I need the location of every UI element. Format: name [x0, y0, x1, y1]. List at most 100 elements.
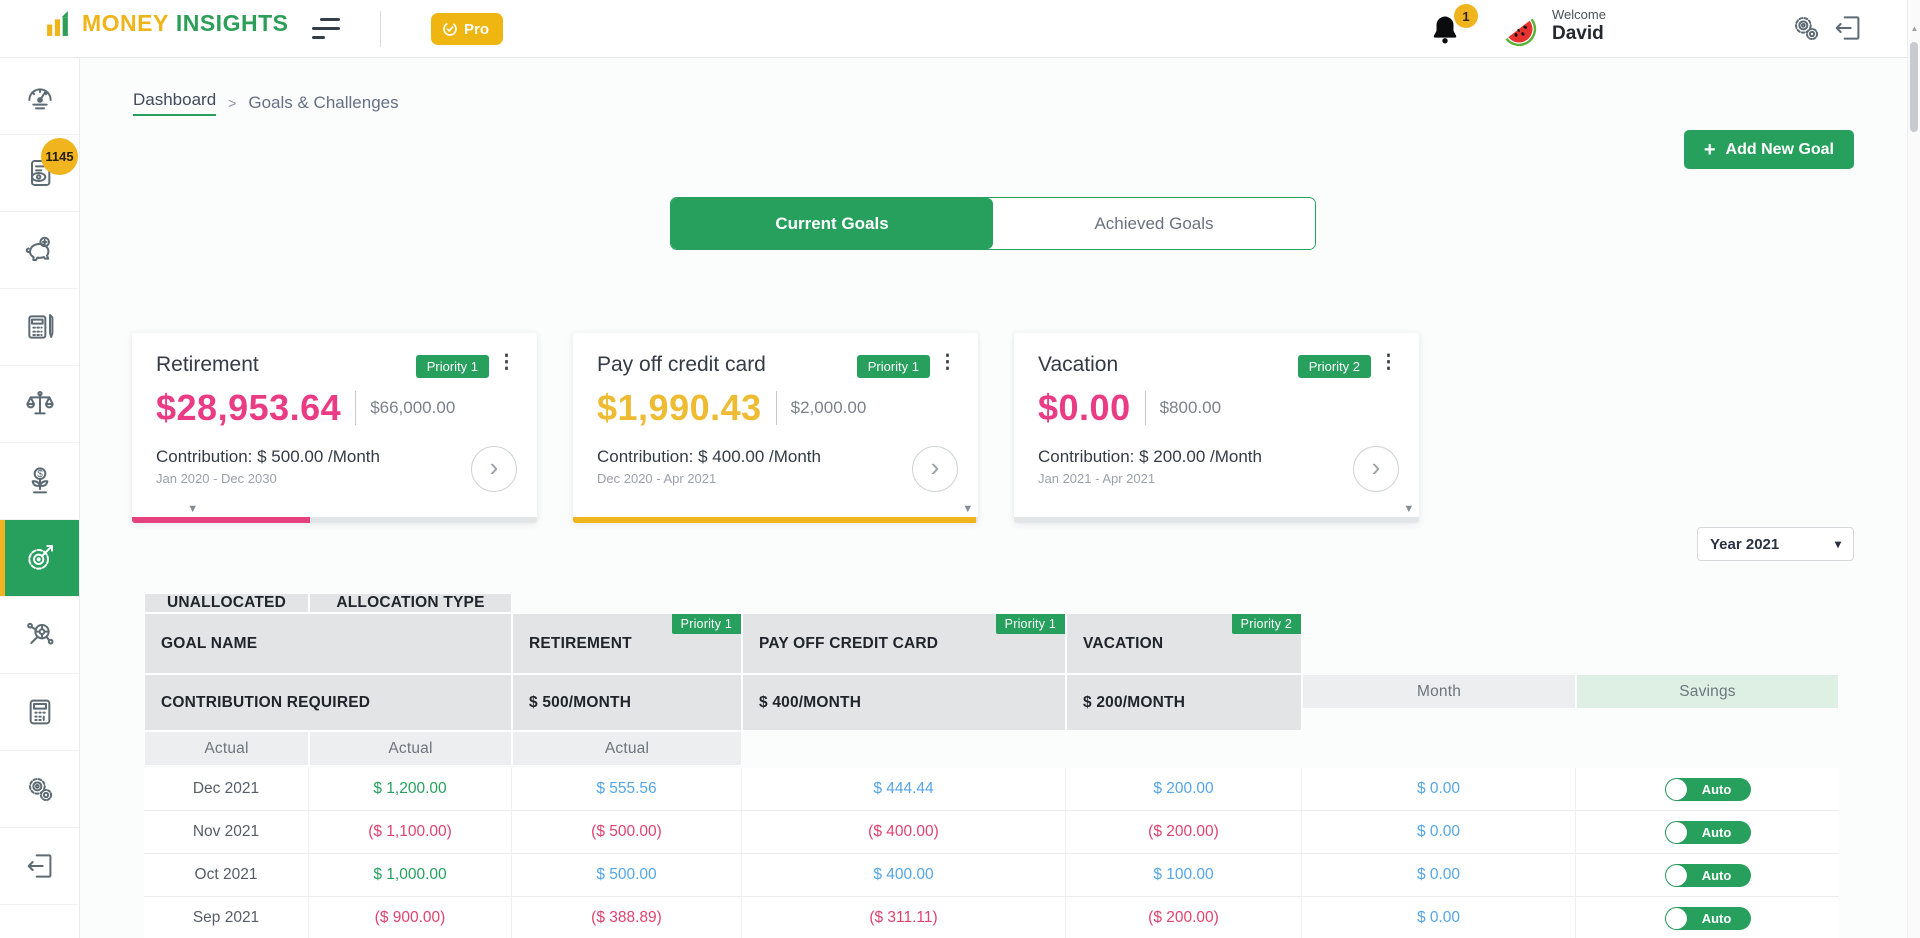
- pro-label: Pro: [464, 20, 490, 38]
- cell-vacation-actual: ($ 200.00): [1066, 811, 1302, 854]
- sidebar-item-savings[interactable]: [0, 212, 79, 289]
- sidebar-item-settings[interactable]: [0, 751, 79, 828]
- cell-vacation-actual: ($ 200.00): [1066, 897, 1302, 938]
- notification-badge: 1: [1454, 4, 1478, 28]
- cell-vacation-actual: $ 100.00: [1066, 854, 1302, 897]
- sidebar-item-balance[interactable]: [0, 366, 79, 443]
- scroll-up-arrow-icon[interactable]: ▲: [1910, 24, 1919, 33]
- cell-month: Dec 2021: [144, 768, 309, 811]
- pro-plan-badge[interactable]: Pro: [431, 13, 504, 45]
- th-unallocated: UNALLOCATED: [144, 593, 309, 613]
- tab-current-goals[interactable]: Current Goals: [671, 198, 993, 249]
- sidebar-item-goals[interactable]: [0, 520, 79, 597]
- budget-calculator-icon: [27, 314, 53, 339]
- goal-detail-button[interactable]: ›: [471, 446, 517, 492]
- cell-allocation-type: Auto: [1576, 811, 1839, 854]
- kebab-menu-icon[interactable]: ⋮: [1379, 352, 1398, 373]
- goal-amount: $1,990.43: [597, 387, 762, 428]
- breadcrumb: Dashboard > Goals & Challenges: [133, 90, 1854, 116]
- amount-divider: [355, 391, 357, 425]
- th-month: Month: [1302, 674, 1576, 709]
- amount-divider: [1144, 391, 1146, 425]
- toggle-label: Auto: [1701, 910, 1732, 926]
- logout-icon: [1835, 16, 1860, 40]
- cell-retirement-actual: $ 500.00: [512, 854, 742, 897]
- main-content: Dashboard > Goals & Challenges + Add New…: [80, 58, 1906, 938]
- goals-tabs: Current Goals Achieved Goals: [670, 197, 1316, 250]
- settings-button[interactable]: [1790, 12, 1824, 46]
- cell-month: Oct 2021: [144, 854, 309, 897]
- toggle-label: Auto: [1701, 867, 1732, 883]
- brand-logo[interactable]: MONEY INSIGHTS: [45, 10, 288, 37]
- year-filter-select[interactable]: Year 2021 ▾: [1697, 527, 1854, 561]
- piggy-bank-icon: [25, 236, 50, 261]
- sidebar-item-logout[interactable]: [0, 828, 79, 905]
- sidebar-item-calculator[interactable]: [0, 674, 79, 751]
- toggle-knob: [1665, 864, 1687, 886]
- goal-detail-button[interactable]: ›: [912, 446, 958, 492]
- breadcrumb-separator: >: [228, 95, 237, 111]
- goal-progress-bar: [132, 517, 537, 523]
- progress-marker-icon: ▼: [962, 503, 974, 515]
- sidebar-notification-badge: 1145: [41, 138, 78, 175]
- th-actual: Actual: [144, 731, 309, 766]
- cell-payoff-actual: $ 400.00: [742, 854, 1066, 897]
- goal-date-range: Jan 2020 - Dec 2030: [156, 471, 277, 486]
- goal-contribution: Contribution: $ 400.00 /Month: [597, 447, 821, 466]
- goal-cards-row: Retirement Priority 1 ⋮ $28,953.64 $66,0…: [132, 333, 1854, 523]
- sidebar: 1145 $: [0, 58, 80, 938]
- goal-detail-button[interactable]: ›: [1353, 446, 1399, 492]
- sidebar-item-analysis[interactable]: [0, 597, 79, 674]
- goal-target: $800.00: [1159, 398, 1222, 417]
- gear-icon: [1795, 17, 1819, 41]
- priority-badge: Priority 2: [1231, 614, 1301, 634]
- sidebar-item-investments[interactable]: $: [0, 443, 79, 520]
- cell-savings: ($ 1,100.00): [309, 811, 512, 854]
- sidebar-item-reports[interactable]: 1145: [0, 135, 79, 212]
- page-scrollbar[interactable]: ▲: [1907, 0, 1920, 938]
- svg-text:$: $: [37, 469, 43, 480]
- breadcrumb-link-dashboard[interactable]: Dashboard: [133, 90, 217, 116]
- bell-icon: [1433, 16, 1457, 44]
- cell-allocation-type: Auto: [1576, 854, 1839, 897]
- toggle-label: Auto: [1701, 781, 1732, 797]
- cell-unallocated: $ 0.00: [1302, 768, 1576, 811]
- allocation-toggle[interactable]: Auto: [1664, 777, 1751, 801]
- add-new-goal-button[interactable]: + Add New Goal: [1683, 130, 1854, 169]
- user-avatar[interactable]: [1498, 8, 1540, 50]
- cell-unallocated: $ 0.00: [1302, 854, 1576, 897]
- allocation-toggle[interactable]: Auto: [1664, 863, 1751, 887]
- sidebar-item-dashboard[interactable]: [0, 58, 79, 135]
- balance-scale-icon: [25, 390, 54, 415]
- scrollbar-thumb[interactable]: [1910, 42, 1918, 132]
- check-circle-icon: [443, 22, 457, 36]
- th-payoff-rate: $ 400/MONTH: [742, 674, 1066, 731]
- goal-amount: $0.00: [1038, 387, 1131, 428]
- logout-icon: [27, 854, 51, 878]
- th-actual: Actual: [512, 731, 742, 766]
- kebab-menu-icon[interactable]: ⋮: [497, 352, 516, 373]
- allocation-toggle[interactable]: Auto: [1664, 820, 1751, 844]
- tab-achieved-goals[interactable]: Achieved Goals: [993, 198, 1315, 249]
- goal-card-title: Retirement: [156, 353, 259, 376]
- th-allocation-type: ALLOCATION TYPE: [309, 593, 512, 613]
- cell-month: Nov 2021: [144, 811, 309, 854]
- notifications-button[interactable]: 1: [1428, 4, 1478, 52]
- cell-allocation-type: Auto: [1576, 897, 1839, 938]
- plus-icon: +: [1703, 138, 1716, 161]
- th-vacation-rate: $ 200/MONTH: [1066, 674, 1302, 731]
- user-name: David: [1552, 22, 1604, 44]
- logout-button[interactable]: [1832, 12, 1866, 46]
- toggle-knob: [1665, 778, 1687, 800]
- chevron-right-icon: ›: [930, 452, 940, 482]
- allocation-toggle[interactable]: Auto: [1664, 906, 1751, 930]
- menu-toggle-button[interactable]: [312, 16, 346, 42]
- sidebar-item-budget[interactable]: [0, 289, 79, 366]
- th-retirement-rate: $ 500/MONTH: [512, 674, 742, 731]
- header-divider: [380, 11, 381, 47]
- toggle-label: Auto: [1701, 824, 1732, 840]
- progress-marker-icon: ▼: [1403, 503, 1415, 515]
- kebab-menu-icon[interactable]: ⋮: [938, 352, 957, 373]
- cell-vacation-actual: $ 200.00: [1066, 768, 1302, 811]
